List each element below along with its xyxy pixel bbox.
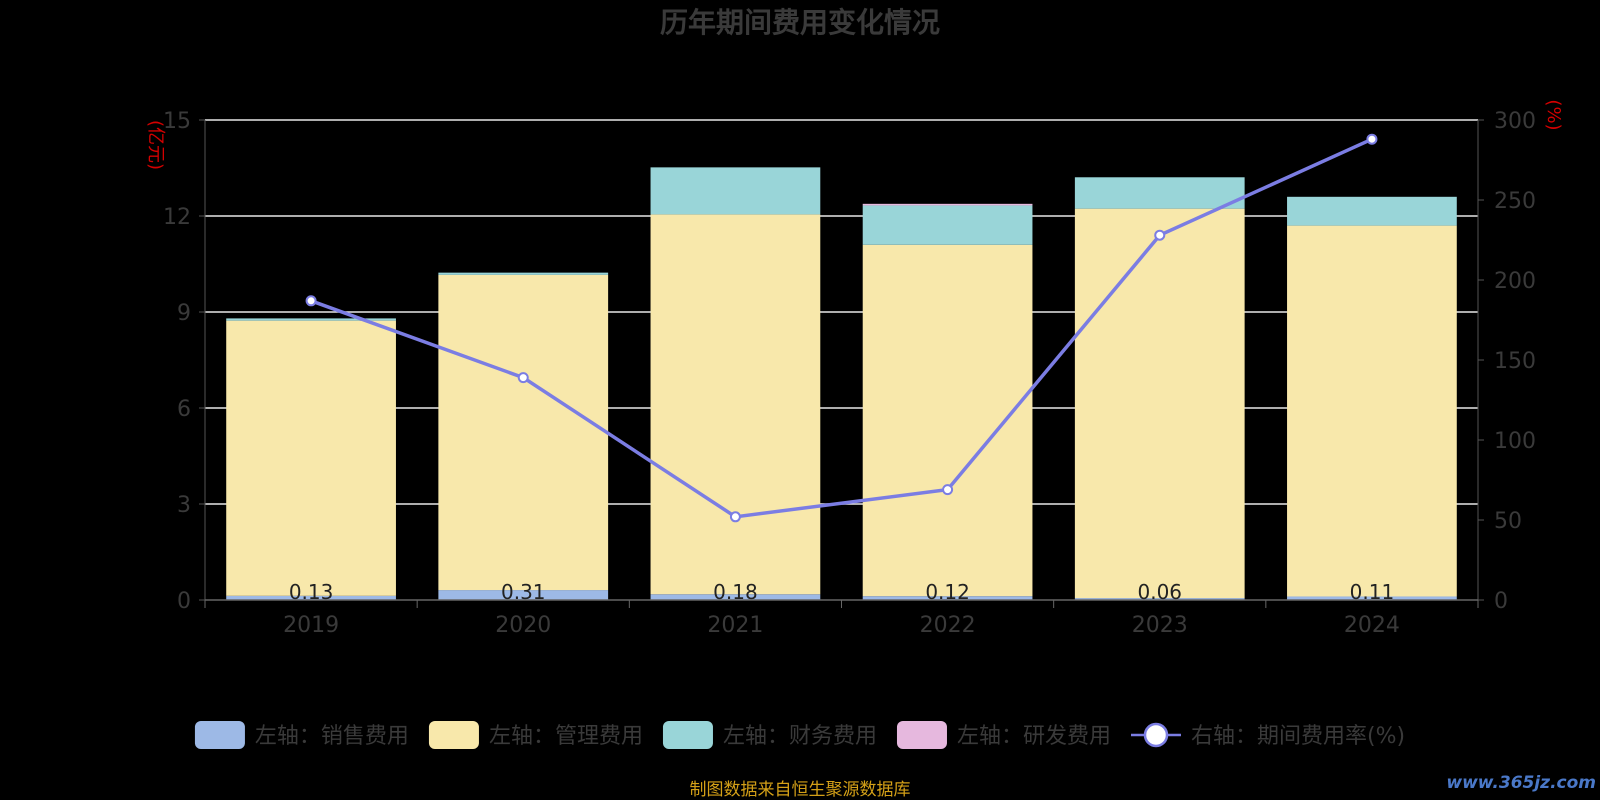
- bar-series: 0.13 0.31 0.18 0.12 0.06 0.11: [226, 167, 1457, 604]
- legend-item[interactable]: 右轴：期间费用率(%): [1130, 722, 1405, 749]
- bar-segment: [1074, 177, 1245, 209]
- bar-segment: [650, 214, 821, 595]
- left-tick-label: 15: [163, 109, 191, 134]
- bar-segment: [1287, 225, 1457, 597]
- legend-marker: [1143, 722, 1169, 748]
- left-tick-label: 6: [177, 397, 191, 422]
- legend-swatch: [662, 721, 713, 749]
- right-tick-label: 150: [1494, 349, 1536, 374]
- legend-item[interactable]: 左轴：财务费用: [662, 721, 877, 749]
- bar-segment: [862, 596, 1033, 600]
- x-tick-label: 2020: [495, 613, 551, 638]
- line-series: [305, 133, 1378, 523]
- bar-segment: [438, 590, 609, 600]
- rate-point: [1366, 133, 1378, 145]
- legend-label: 左轴：销售费用: [255, 724, 409, 749]
- bar-segment: [226, 320, 396, 596]
- x-tick-label: 2024: [1344, 613, 1400, 638]
- left-tick-label: 0: [177, 589, 191, 614]
- left-axis-unit: (亿元): [145, 120, 166, 170]
- rate-point: [305, 295, 317, 307]
- bar-segment: [1287, 196, 1457, 226]
- x-tick-label: 2023: [1132, 613, 1188, 638]
- right-axis-unit: (%): [1543, 99, 1564, 130]
- legend-label: 左轴：研发费用: [957, 724, 1111, 749]
- bar-segment: [226, 318, 396, 321]
- bar-segment: [650, 167, 821, 215]
- legend-item[interactable]: 左轴：研发费用: [896, 721, 1111, 749]
- rate-point: [1154, 229, 1166, 241]
- rate-point: [942, 484, 954, 496]
- legend-swatch: [896, 721, 947, 749]
- bar-segment: [650, 594, 821, 600]
- legend-label: 左轴：管理费用: [489, 724, 643, 749]
- watermark: www.365jz.com: [1446, 773, 1596, 793]
- rate-point: [517, 372, 529, 384]
- bar-segment: [438, 272, 609, 275]
- right-tick-label: 200: [1494, 269, 1536, 294]
- bar-segment: [862, 205, 1033, 245]
- rate-point: [729, 511, 741, 523]
- legend-label: 右轴：期间费用率(%): [1191, 724, 1405, 749]
- legend: 左轴：销售费用 左轴：管理费用 左轴：财务费用 左轴：研发费用 右轴：期间费用率(%): [194, 721, 1405, 749]
- right-tick-label: 300: [1494, 109, 1536, 134]
- footer-source: 制图数据来自恒生聚源数据库: [690, 780, 911, 800]
- legend-item[interactable]: 左轴：销售费用: [194, 721, 409, 749]
- chart-title: 历年期间费用变化情况: [660, 6, 940, 39]
- x-tick-label: 2022: [920, 613, 976, 638]
- right-tick-label: 0: [1494, 589, 1508, 614]
- rate-line: [310, 137, 1373, 519]
- legend-swatch: [428, 721, 479, 749]
- bar-segment: [1074, 208, 1245, 599]
- bar-segment: [862, 203, 1033, 206]
- legend-label: 左轴：财务费用: [723, 724, 877, 749]
- x-tick-label: 2019: [283, 613, 339, 638]
- legend-swatch: [194, 721, 245, 749]
- right-tick-label: 50: [1494, 509, 1522, 534]
- legend-item[interactable]: 左轴：管理费用: [428, 721, 643, 749]
- bar-segment: [438, 274, 609, 591]
- x-tick-label: 2021: [707, 613, 763, 638]
- bar-segment: [1074, 598, 1245, 600]
- left-tick-label: 12: [163, 205, 191, 230]
- bar-segment: [226, 595, 396, 600]
- left-tick-label: 9: [177, 301, 191, 326]
- right-tick-label: 100: [1494, 429, 1536, 454]
- left-tick-label: 3: [177, 493, 191, 518]
- bar-segment: [1287, 596, 1457, 600]
- right-tick-label: 250: [1494, 189, 1536, 214]
